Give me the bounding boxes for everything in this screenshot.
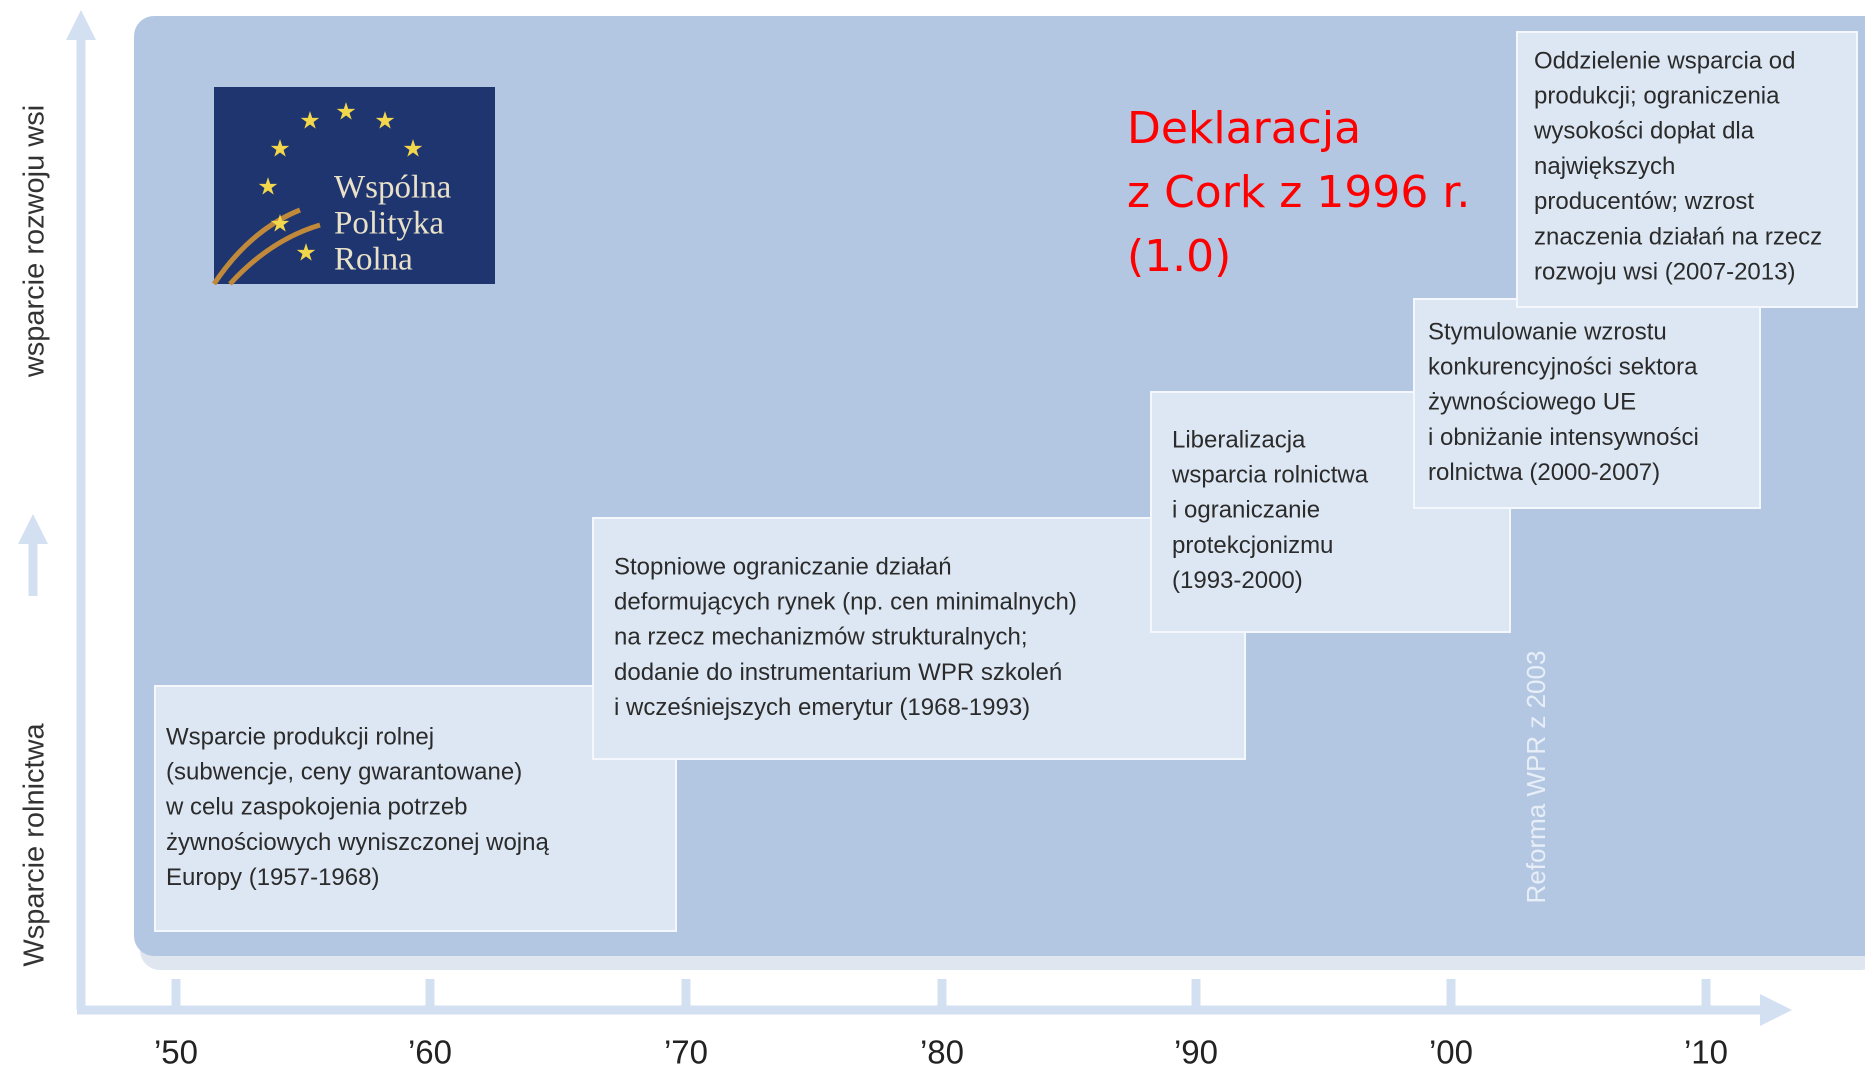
star: ★ <box>299 107 321 134</box>
annotation: z Cork z 1996 r. <box>1127 167 1470 218</box>
box-text: znaczenia działań na rzecz <box>1534 223 1822 250</box>
box-text: Oddzielenie wsparcia od <box>1534 47 1795 74</box>
box-text: w celu zaspokojenia potrzeb <box>165 794 468 821</box>
box-text: (1993-2000) <box>1172 567 1303 594</box>
x-tick-label: ’00 <box>1429 1034 1473 1071</box>
box-text: rolnictwa (2000-2007) <box>1428 459 1660 486</box>
x-tick-label: ’10 <box>1684 1034 1728 1071</box>
x-tick-label: ’90 <box>1174 1034 1218 1071</box>
box-text: żywnościowego UE <box>1428 389 1636 416</box>
box-text: rozwoju wsi (2007-2013) <box>1534 259 1795 286</box>
annotation: Deklaracja <box>1127 103 1361 154</box>
x-tick-label: ’80 <box>920 1034 964 1071</box>
text-box <box>1413 298 1761 509</box>
logo-bg <box>214 87 495 284</box>
reform-label: Reforma WPR z 2003 <box>1521 651 1551 904</box>
box-text: Stymulowanie wzrostu <box>1428 318 1667 345</box>
x-tick-label: ’60 <box>408 1034 452 1071</box>
box-text: Stopniowe ograniczanie działań <box>614 553 952 580</box>
box-text: Wsparcie produkcji rolnej <box>166 723 434 750</box>
x-tick-label: ’50 <box>154 1034 198 1071</box>
box-text: producentów; wzrost <box>1534 188 1754 215</box>
annotation: (1.0) <box>1127 231 1231 282</box>
box-text: Liberalizacja <box>1172 426 1306 453</box>
text-box <box>592 517 1246 760</box>
box-text: (subwencje, ceny gwarantowane) <box>166 759 522 786</box>
x-tick-label: ’70 <box>664 1034 708 1071</box>
logo-stars: ★ ★ ★★ ★★★★ <box>257 98 424 266</box>
box-text: dodanie do instrumentarium WPR szkoleń <box>614 659 1062 686</box>
logo-wheat <box>211 207 321 286</box>
logo-text: Wspólna <box>334 170 452 206</box>
y-label-top: wsparcie rozwoju wsi <box>19 105 51 378</box>
star: ★ <box>374 107 396 134</box>
box-text: deformujących rynek (np. cen minimalnych… <box>614 589 1077 616</box>
text-box <box>154 685 677 932</box>
box-text: Europy (1957-1968) <box>166 864 379 891</box>
middle-arrow-head <box>18 514 48 544</box>
box-text: wsparcia rolnictwa <box>1171 462 1369 489</box>
star: ★ <box>269 135 291 162</box>
box-text: żywnościowych wyniszczonej wojną <box>166 829 549 856</box>
star: ★ <box>295 239 317 266</box>
box-text: i wcześniejszych emerytur (1968-1993) <box>614 694 1030 721</box>
x-axis-arrow <box>1760 994 1792 1026</box>
star: ★ <box>402 135 424 162</box>
star: ★ <box>269 210 291 237</box>
y-label-bottom: Wsparcie rolnictwa <box>19 722 51 966</box>
box-text: na rzecz mechanizmów strukturalnych; <box>614 624 1027 651</box>
star: ★ <box>257 173 279 200</box>
box-text: i ograniczanie <box>1172 497 1320 524</box>
text-box <box>1516 31 1858 308</box>
box-text: protekcjonizmu <box>1172 532 1333 559</box>
box-text: wysokości dopłat dla <box>1533 118 1755 145</box>
box-text: produkcji; ograniczenia <box>1534 83 1780 110</box>
logo-text: Polityka <box>334 206 444 242</box>
star: ★ <box>335 98 357 125</box>
y-axis-arrow <box>66 10 96 40</box>
logo-text: Rolna <box>334 242 413 278</box>
box-text: największych <box>1534 153 1675 180</box>
logo <box>211 87 495 286</box>
box-text: konkurencyjności sektora <box>1428 354 1698 381</box>
box-text: i obniżanie intensywności <box>1428 424 1699 451</box>
